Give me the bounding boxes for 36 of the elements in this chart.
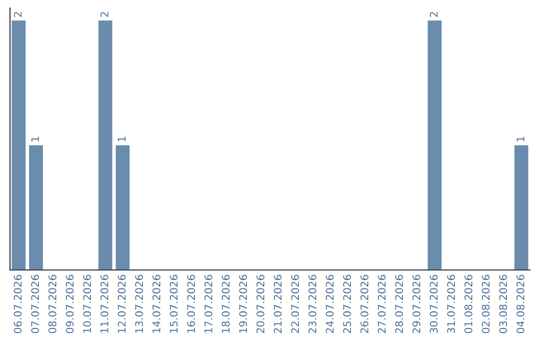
x-tick-label: 11.07.2026 [100, 274, 108, 333]
x-tick-label: 18.07.2026 [222, 274, 230, 333]
x-tick-label: 07.07.2026 [31, 274, 40, 334]
x-tick-label: 15.07.2026 [170, 274, 178, 333]
data-label: 1 [516, 136, 524, 142]
x-tick-label: 04.08.2026 [516, 274, 524, 334]
x-tick-label: 13.07.2026 [135, 274, 144, 333]
x-tick-label: 14.07.2026 [152, 274, 160, 333]
x-tick-label: 09.07.2026 [66, 274, 74, 334]
x-tick-label: 16.07.2026 [187, 274, 196, 333]
x-tick-label: 17.07.2026 [204, 274, 212, 333]
x-tick-label: 25.07.2026 [343, 274, 352, 334]
x-tick-label: 12.07.2026 [118, 274, 126, 333]
x-tick-label: 21.07.2026 [274, 274, 282, 334]
x-tick-label: 27.07.2026 [378, 274, 386, 334]
x-tick-label: 20.07.2026 [256, 274, 264, 334]
x-tick-label: 28.07.2026 [395, 274, 404, 334]
x-tick-label: 02.08.2026 [482, 274, 490, 334]
x-tick-label: 30.07.2026 [430, 274, 438, 334]
data-label: 2 [100, 12, 108, 17]
x-tick-label: 08.07.2026 [48, 274, 56, 334]
data-label: 1 [31, 136, 39, 142]
x-tick-label: 10.07.2026 [83, 274, 92, 333]
x-tick-label: 29.07.2026 [412, 274, 420, 334]
x-tick-label: 19.07.2026 [239, 274, 248, 333]
x-tick-label: 26.07.2026 [360, 274, 368, 334]
x-tick-label: 24.07.2026 [326, 274, 334, 334]
x-tick-label: 31.07.2026 [447, 274, 456, 334]
x-tick-label: 01.08.2026 [464, 274, 472, 334]
x-tick-label: 23.07.2026 [308, 274, 316, 334]
x-tick-label: 03.08.2026 [499, 274, 508, 334]
x-tick-label: 06.07.2026 [14, 274, 22, 334]
x-tick-label: 22.07.2026 [291, 274, 300, 334]
data-label: 2 [14, 12, 22, 17]
data-label: 2 [430, 12, 438, 17]
data-label: 1 [118, 136, 126, 142]
